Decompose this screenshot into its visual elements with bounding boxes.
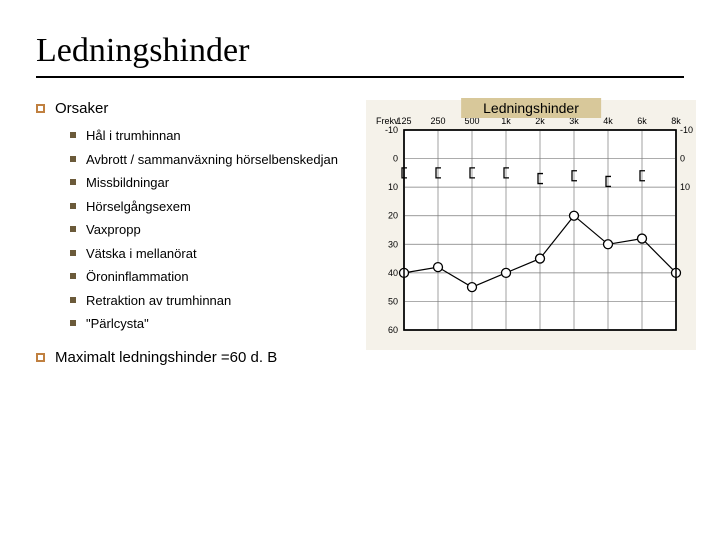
- text-column: Orsaker Hål i trumhinnan Avbrott / samma…: [36, 100, 356, 376]
- list-item: Vätska i mellanörat: [70, 245, 356, 263]
- svg-text:250: 250: [430, 116, 445, 126]
- section-orsaker: Orsaker: [36, 100, 356, 117]
- list-item-label: Missbildningar: [86, 174, 169, 192]
- section-label: Maximalt ledningshinder =60 d. B: [55, 349, 277, 366]
- bullet-small-icon: [70, 250, 76, 256]
- list-item-label: Avbrott / sammanväxning hörselbenskedjan: [86, 151, 338, 169]
- bullet-small-icon: [70, 132, 76, 138]
- causes-list: Hål i trumhinnan Avbrott / sammanväxning…: [70, 127, 356, 333]
- svg-text:8k: 8k: [671, 116, 681, 126]
- bullet-small-icon: [70, 297, 76, 303]
- bullet-small-icon: [70, 203, 76, 209]
- list-item: Retraktion av trumhinnan: [70, 292, 356, 310]
- svg-text:30: 30: [388, 239, 398, 249]
- list-item: Missbildningar: [70, 174, 356, 192]
- svg-text:10: 10: [680, 182, 690, 192]
- list-item: "Pärlcysta": [70, 315, 356, 333]
- svg-text:40: 40: [388, 268, 398, 278]
- list-item-label: Hål i trumhinnan: [86, 127, 181, 145]
- svg-text:-10: -10: [385, 125, 398, 135]
- list-item-label: Öroninflammation: [86, 268, 189, 286]
- bullet-small-icon: [70, 226, 76, 232]
- bullet-square-icon: [36, 353, 45, 362]
- bullet-small-icon: [70, 320, 76, 326]
- list-item: Hål i trumhinnan: [70, 127, 356, 145]
- bullet-small-icon: [70, 156, 76, 162]
- list-item: Öroninflammation: [70, 268, 356, 286]
- list-item-label: Vätska i mellanörat: [86, 245, 197, 263]
- svg-text:-10: -10: [680, 125, 693, 135]
- bullet-square-icon: [36, 104, 45, 113]
- svg-text:4k: 4k: [603, 116, 613, 126]
- list-item-label: Hörselgångsexem: [86, 198, 191, 216]
- section-max: Maximalt ledningshinder =60 d. B: [36, 349, 356, 366]
- section-label: Orsaker: [55, 100, 108, 117]
- title-divider: [36, 76, 684, 78]
- svg-text:20: 20: [388, 211, 398, 221]
- svg-text:10: 10: [388, 182, 398, 192]
- chart-overlay-title: Ledningshinder: [461, 98, 601, 118]
- svg-text:0: 0: [393, 154, 398, 164]
- svg-text:50: 50: [388, 296, 398, 306]
- list-item-label: Vaxpropp: [86, 221, 141, 239]
- audiogram-svg: -100102030405060-100101252505001k2k3k4k6…: [366, 100, 696, 350]
- list-item: Hörselgångsexem: [70, 198, 356, 216]
- svg-text:0: 0: [680, 154, 685, 164]
- svg-text:60: 60: [388, 325, 398, 335]
- svg-text:Frekv.: Frekv.: [376, 116, 400, 126]
- slide-title: Ledningshinder: [36, 32, 684, 70]
- list-item: Avbrott / sammanväxning hörselbenskedjan: [70, 151, 356, 169]
- list-item: Vaxpropp: [70, 221, 356, 239]
- svg-text:6k: 6k: [637, 116, 647, 126]
- audiogram-chart: Ledningshinder -100102030405060-10010125…: [366, 100, 696, 350]
- list-item-label: "Pärlcysta": [86, 315, 149, 333]
- bullet-small-icon: [70, 273, 76, 279]
- list-item-label: Retraktion av trumhinnan: [86, 292, 231, 310]
- bullet-small-icon: [70, 179, 76, 185]
